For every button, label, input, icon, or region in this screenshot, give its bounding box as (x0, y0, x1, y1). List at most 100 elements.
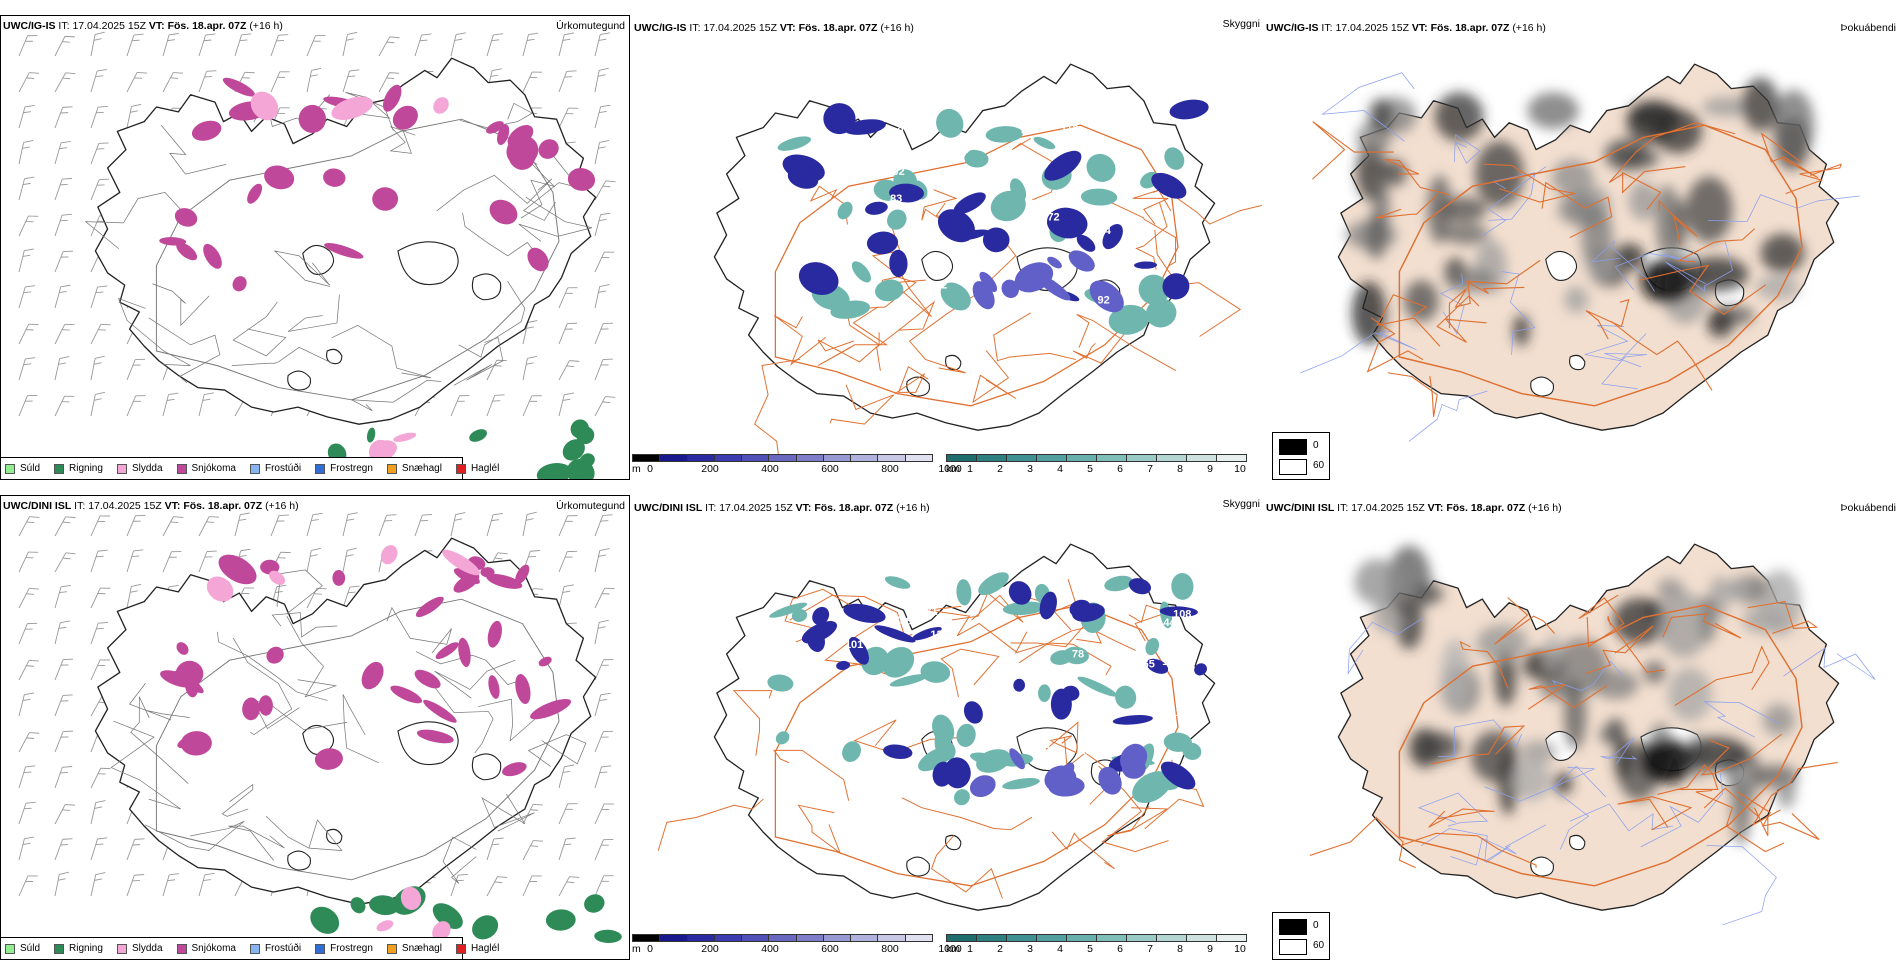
legend-swatch (5, 943, 15, 954)
precip-area (1163, 732, 1193, 752)
colorbar-segment (1126, 454, 1157, 462)
precip-area (1169, 99, 1209, 120)
legend-label: Rigning (69, 943, 103, 954)
vt-label: VT: (779, 22, 796, 34)
colorbar-segment (1216, 454, 1247, 462)
legend-swatch-white (1279, 939, 1307, 955)
precip-area (1076, 234, 1096, 252)
colorbar-tick: 800 (881, 463, 899, 475)
legend-label: Frostregn (330, 463, 373, 474)
legend-swatch-black (1279, 439, 1307, 455)
precip-area (1062, 685, 1080, 701)
colorbar-tick: 400 (761, 943, 779, 955)
legend-item: Frostúði (249, 463, 301, 474)
fog-area (1558, 193, 1600, 226)
precip-area (218, 554, 257, 585)
panel-title: Skyggni (1222, 498, 1260, 510)
fog-area (1434, 92, 1484, 142)
legend-item: Snjókoma (176, 463, 236, 474)
colorbar-tick: 9 (1207, 943, 1213, 955)
precip-area (393, 432, 417, 442)
colorbar-segment (1186, 454, 1217, 462)
legend-item: Haglél (455, 463, 500, 474)
fog-area (1628, 181, 1659, 221)
colorbar-unit: m (632, 943, 641, 955)
precip-area (1102, 223, 1123, 250)
precip-area (536, 462, 572, 479)
precip-area (515, 674, 531, 704)
colorbar-tick: 10 (1234, 943, 1246, 955)
colorbar-segment (904, 934, 933, 942)
vt-label: VT: (795, 502, 812, 514)
colorbar-tick: 6 (1117, 943, 1123, 955)
precip-area (769, 602, 808, 618)
it-label: IT: (1337, 502, 1349, 514)
precip-area (488, 675, 500, 699)
cloudbase-visibility-panel: UWC/DINI ISL IT: 17.04.2025 15Z VT: Fös.… (632, 498, 1262, 968)
cloudbase-value-label: 93 (1097, 253, 1109, 265)
panel-title: Þokuábendi (1840, 502, 1896, 514)
vt-label: VT: (1411, 22, 1428, 34)
precip-area (844, 119, 886, 135)
colorbar-segment (686, 934, 715, 942)
vt-value: Fös. 18.apr. 07Z (167, 20, 247, 32)
precip-area (798, 262, 839, 295)
fog-area (1354, 558, 1401, 606)
legend-swatch (54, 943, 65, 954)
colorbar-tick: 4 (1057, 463, 1063, 475)
model-name: UWC/IG-IS (1266, 22, 1319, 34)
colorbar-segment (795, 934, 824, 942)
colorbar-segment (822, 454, 852, 462)
legend-label: Súld (20, 943, 41, 954)
colorbar-segment (1006, 454, 1037, 462)
precip-area (791, 608, 808, 622)
cloudbase-value-label: 113 (1061, 124, 1079, 136)
cloudbase-value-label: 104 (1093, 225, 1112, 237)
fog-index-panel: UWC/DINI ISL IT: 17.04.2025 15Z VT: Fös.… (1264, 498, 1900, 968)
precip-area (1038, 684, 1051, 702)
legend-high-value: 0 (1313, 440, 1319, 451)
precip-area (159, 237, 187, 246)
precip-area (985, 126, 1023, 143)
panel-header: UWC/DINI ISL IT: 17.04.2025 15Z VT: Fös.… (3, 500, 299, 512)
cloudbase-value-label: 216 (1126, 597, 1144, 609)
precip-area (836, 660, 851, 671)
cloudbase-value-label: 141 (1102, 208, 1120, 220)
precip-area (222, 77, 255, 97)
precip-area (969, 775, 996, 798)
precip-area (538, 656, 552, 667)
it-value: 17.04.2025 15Z (703, 22, 777, 34)
cloudbase-value-label: 144 (1157, 617, 1176, 629)
colorbar-tick: 2 (997, 943, 1003, 955)
fog-area (1404, 280, 1439, 322)
precip-area (372, 187, 399, 211)
it-value: 17.04.2025 15Z (1335, 22, 1409, 34)
legend-item: Rigning (54, 463, 103, 474)
legend-swatch (455, 463, 466, 474)
precip-area (310, 906, 340, 934)
precip-area (486, 573, 523, 589)
cloudbase-value-label: 101 (845, 639, 863, 651)
precip-area (390, 685, 423, 704)
precip-area (1104, 575, 1133, 592)
colorbar-segment (946, 454, 977, 462)
cloudbase-value-label: 162 (929, 280, 947, 292)
precip-area (1134, 261, 1158, 269)
fog-area (1742, 77, 1779, 132)
precip-area (400, 886, 422, 910)
legend-label: Haglél (470, 463, 500, 474)
precip-area (956, 723, 976, 747)
iceland-map (1309, 543, 1876, 926)
panel-title: Úrkomutegund (556, 20, 625, 32)
precip-type-legend: Súld Rigning Slydda Snjókoma Frostúði Frostre… (1, 457, 499, 479)
colorbar-tick: 200 (701, 943, 719, 955)
precip-area (314, 748, 343, 770)
fog-area (1672, 198, 1688, 250)
cloudbase-value-label: 88 (897, 122, 909, 134)
precip-area (497, 124, 510, 146)
precip-area (1089, 280, 1124, 313)
colorbar-segment (659, 454, 688, 462)
precip-area (323, 168, 346, 187)
fog-area (1544, 634, 1562, 672)
colorbar-tick: 1000 (938, 463, 962, 475)
